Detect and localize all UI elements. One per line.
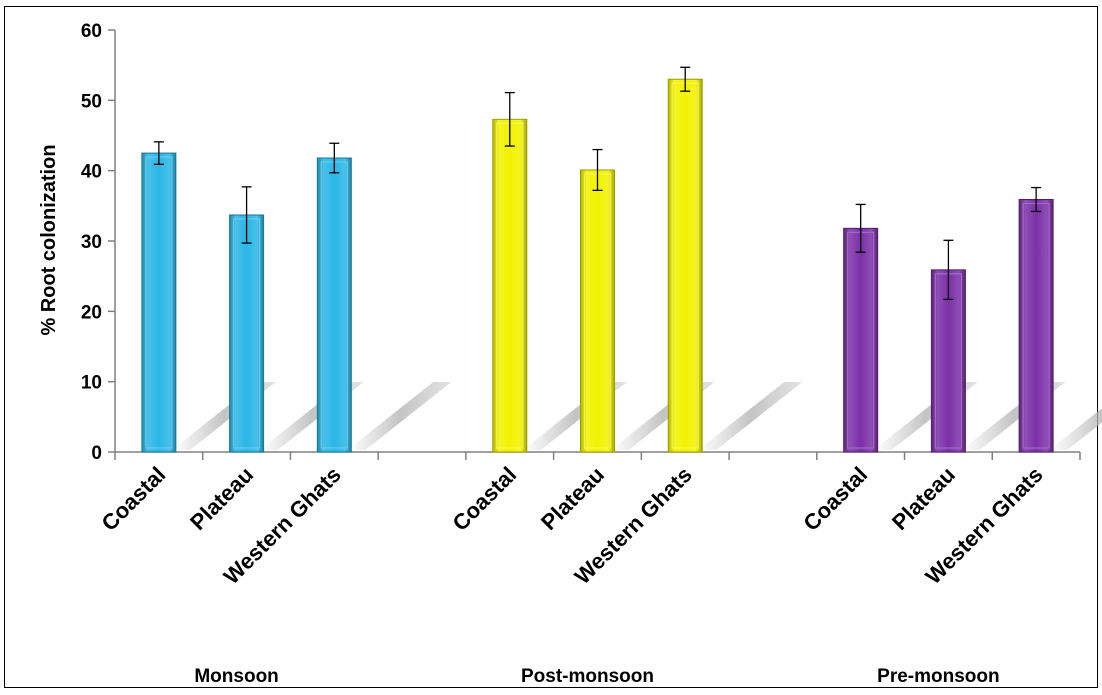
x-tick-label: Coastal	[447, 462, 521, 536]
bar	[580, 169, 615, 453]
bar	[316, 157, 352, 453]
bar	[843, 227, 879, 453]
bar-shadow	[698, 382, 803, 450]
group-label: Post-monsoon	[521, 666, 654, 687]
bar-shadow	[1049, 408, 1102, 450]
y-tick-label: 40	[81, 162, 102, 183]
bars	[141, 66, 1054, 453]
y-tick-label: 30	[81, 232, 102, 253]
x-tick-label: Plateau	[185, 462, 258, 535]
group-label: Monsoon	[194, 666, 278, 687]
group-label: Pre-monsoon	[877, 666, 999, 687]
x-tick-label: Coastal	[97, 462, 171, 536]
bar	[1018, 199, 1054, 453]
bar-shadow	[347, 382, 452, 450]
chart-frame	[4, 6, 1098, 688]
y-tick-label: 20	[81, 302, 102, 323]
x-tick-label: Plateau	[536, 462, 609, 535]
y-tick-label: 10	[81, 373, 102, 394]
x-tick-label: Coastal	[798, 462, 872, 536]
y-axis-title: % Root colonization	[38, 144, 60, 335]
bar	[141, 152, 177, 453]
x-tick-label: Plateau	[887, 462, 960, 535]
y-tick-label: 0	[91, 443, 102, 464]
bar	[229, 214, 265, 453]
bar	[667, 78, 703, 453]
y-tick-label: 60	[81, 21, 102, 42]
y-tick-label: 50	[81, 91, 102, 112]
bar	[492, 118, 528, 453]
